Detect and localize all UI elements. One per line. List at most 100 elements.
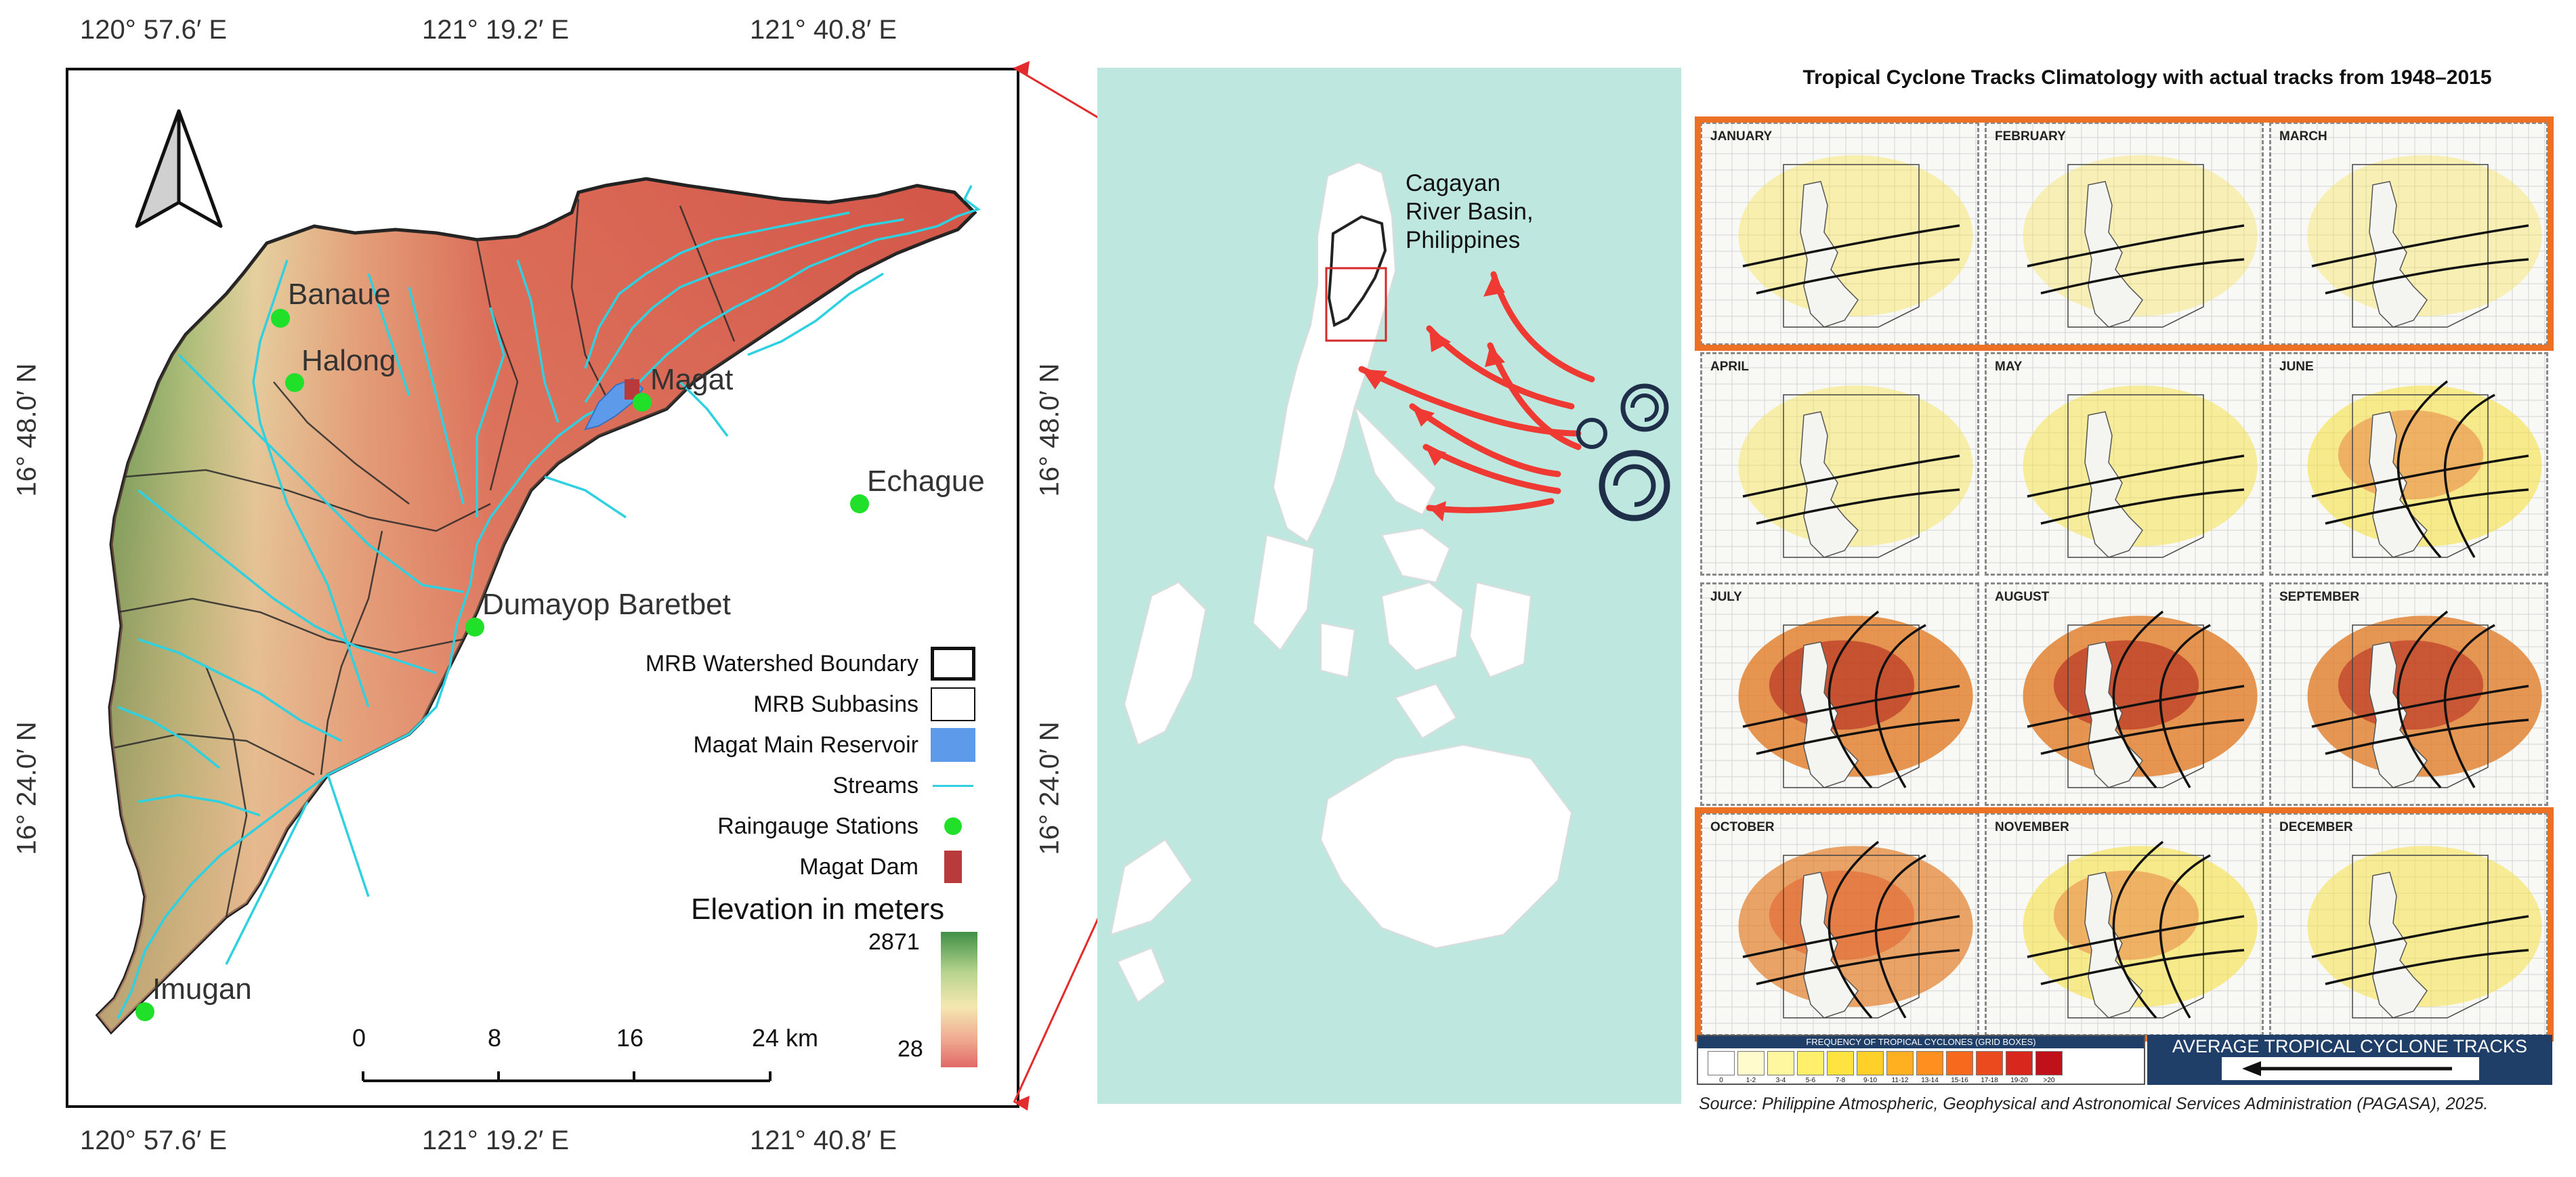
bottom-coord-3: 121° 40.8′ E [750, 1126, 897, 1155]
frequency-cell [1886, 1051, 1914, 1075]
month-label: AUGUST [1995, 590, 2050, 604]
scale-tick-0: 0 [352, 1024, 366, 1052]
frequency-cell [1916, 1051, 1943, 1075]
basin-label-line-3: Philippines [1406, 227, 1521, 253]
legend-streams: Streams [576, 767, 975, 805]
philippine-islands [1110, 161, 1573, 1004]
month-panel-september: SEPTEMBER [2269, 582, 2548, 806]
average-track-arrow-icon [2242, 1061, 2261, 1076]
frequency-bin-label: 13-14 [1921, 1077, 1939, 1084]
scale-tick-24: 24 km [752, 1024, 819, 1052]
legend-raingauge-swatch [931, 809, 975, 843]
frequency-bin-label: 7-8 [1835, 1077, 1846, 1084]
frequency-bin-label: 9-10 [1863, 1077, 1877, 1084]
frequency-bin-label: 1-2 [1746, 1077, 1756, 1084]
label-banaue: Banaue [288, 278, 391, 311]
station-echague [850, 494, 869, 513]
month-panel-november: NOVEMBER [1985, 813, 2264, 1036]
month-panel-july: JULY [1700, 582, 1979, 806]
legend-raingauge-label: Raingauge Stations [717, 813, 919, 839]
basin-locator-box [1325, 267, 1387, 342]
legend-reservoir-label: Magat Main Reservoir [693, 731, 919, 758]
legend-streams-label: Streams [832, 772, 919, 798]
top-coord-3: 121° 40.8′ E [750, 15, 897, 45]
magat-dam [625, 379, 639, 400]
average-track-arrow-box [2222, 1057, 2479, 1080]
label-imugan: Imugan [152, 972, 252, 1006]
month-panel-march: MARCH [2269, 122, 2548, 345]
station-imugan [135, 1002, 154, 1021]
top-coord-1: 120° 57.6′ E [80, 15, 227, 45]
elevation-min: 28 [898, 1036, 923, 1062]
frequency-bin-label: 19-20 [2010, 1077, 2028, 1084]
frequency-bin-label: 0 [1719, 1077, 1723, 1084]
basin-label-line-1: Cagayan [1406, 170, 1501, 196]
highlight-row-jan-mar [1695, 116, 2554, 351]
basin-label: Cagayan River Basin, Philippines [1406, 169, 1534, 255]
frequency-bin-label: 15-16 [1951, 1077, 1968, 1084]
station-magat [633, 393, 652, 412]
frequency-cell [1767, 1051, 1794, 1075]
legend-dam-label: Magat Dam [799, 853, 919, 880]
frequency-cell [1708, 1051, 1735, 1075]
month-label: MAY [1995, 360, 2023, 374]
source-note: Source: Philippine Atmospheric, Geophysi… [1699, 1094, 2489, 1113]
cyclone-icon [1576, 383, 1670, 521]
highlight-row-oct-dec [1695, 807, 2554, 1042]
station-banaue [271, 309, 290, 328]
legend-dam-swatch [931, 850, 975, 884]
frequency-bin-label: 5-6 [1805, 1077, 1816, 1084]
cyclone-arrowheads [1361, 274, 1505, 521]
climatology-grid: JANUARY FEBRUARY MARCH APRIL MAY JUNE JULY AUGU… [1695, 116, 2554, 1042]
station-dumayop [465, 618, 484, 637]
frequency-cell [2035, 1051, 2063, 1075]
month-panel-april: APRIL [1700, 352, 1979, 576]
legend-reservoir-swatch [931, 728, 975, 762]
scale-bar [362, 1071, 772, 1082]
legend-dam: Magat Dam [576, 848, 975, 886]
month-label: OCTOBER [1710, 820, 1775, 834]
month-panel-august: AUGUST [1985, 582, 2264, 806]
frequency-cell [1857, 1051, 1884, 1075]
label-dumayop: Dumayop Baretbet [482, 588, 731, 621]
frequency-bin-label: >20 [2043, 1077, 2055, 1084]
month-label: NOVEMBER [1995, 820, 2069, 834]
month-label: JULY [1710, 590, 1742, 604]
month-panel-may: MAY [1985, 352, 2264, 576]
climatology-title: Tropical Cyclone Tracks Climatology with… [1802, 66, 2492, 89]
elevation-colorbar [941, 932, 977, 1067]
bottom-coord-1: 120° 57.6′ E [80, 1126, 227, 1155]
top-coord-2: 121° 19.2′ E [422, 15, 569, 45]
scale-tick-16: 16 [616, 1024, 644, 1052]
month-label: SEPTEMBER [2279, 590, 2360, 604]
frequency-bin-label: 11-12 [1891, 1077, 1909, 1084]
average-tracks-legend: AVERAGE TROPICAL CYCLONE TRACKS [2147, 1035, 2552, 1085]
frequency-legend: FREQUENCY OF TROPICAL CYCLONES (GRID BOX… [1697, 1035, 2145, 1085]
frequency-cell [1827, 1051, 1854, 1075]
frequency-cell [1737, 1051, 1765, 1075]
connector-arrow-bottom [1014, 1096, 1030, 1111]
elevation-title: Elevation in meters [691, 893, 945, 926]
scale-tick-8: 8 [488, 1024, 502, 1052]
frequency-cell [2006, 1051, 2033, 1075]
month-label: APRIL [1710, 360, 1749, 374]
month-label: FEBRUARY [1995, 129, 2066, 144]
cagayan-basin-outline [1327, 215, 1387, 327]
legend-reservoir: Magat Main Reservoir [576, 726, 975, 764]
basin-label-line-2: River Basin, [1406, 198, 1534, 225]
frequency-cell [1946, 1051, 1973, 1075]
streams [117, 185, 981, 1019]
station-halong [285, 373, 304, 392]
frequency-title: FREQUENCY OF TROPICAL CYCLONES (GRID BOX… [1698, 1036, 2144, 1048]
month-label: JUNE [2279, 360, 2314, 374]
philippines-inset-map [1097, 68, 1681, 1104]
legend-subbasins-swatch [931, 687, 975, 721]
legend-watershed: MRB Watershed Boundary [576, 645, 975, 683]
label-echague: Echague [867, 465, 985, 498]
north-arrow-icon [135, 109, 223, 228]
average-tracks-title: AVERAGE TROPICAL CYCLONE TRACKS [2172, 1036, 2528, 1056]
left-coord-2: 16° 24.0′ N [12, 721, 42, 855]
month-panel-december: DECEMBER [2269, 813, 2548, 1036]
frequency-cell [1797, 1051, 1824, 1075]
left-coord-1: 16° 48.0′ N [12, 363, 42, 497]
